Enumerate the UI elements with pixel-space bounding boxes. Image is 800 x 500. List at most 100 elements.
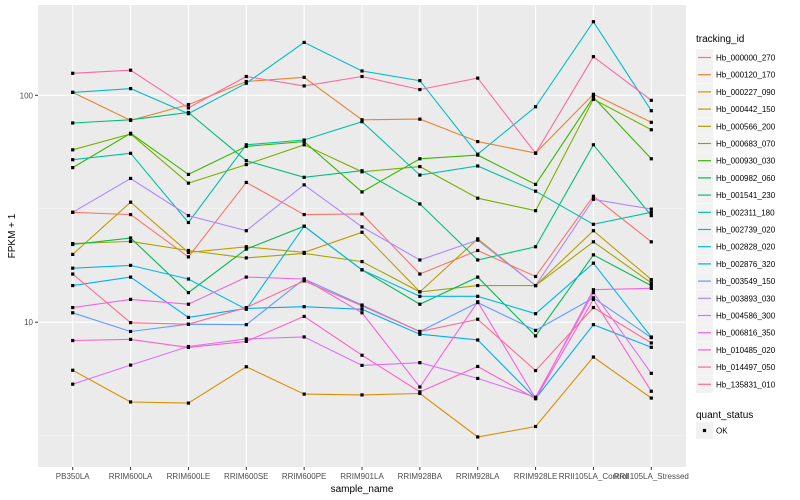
y-axis-title: FPKM + 1 [7, 213, 18, 258]
x-tick-label: RRII105LA_Control [559, 472, 629, 481]
legend-label: Hb_014497_050 [716, 363, 776, 372]
data-point-Hb_010485_020 [360, 353, 364, 357]
data-point-Hb_135831_010 [244, 305, 248, 310]
data-point-Hb_001541_230 [533, 245, 538, 249]
data-point-Hb_014497_050 [418, 87, 422, 92]
data-point-Hb_001541_230 [418, 202, 422, 206]
data-point-Hb_000566_200 [591, 240, 596, 244]
data-point-Hb_002739_020 [360, 69, 364, 73]
legend-label: Hb_000982_060 [716, 174, 776, 183]
data-point-Hb_002876_320 [302, 305, 306, 309]
legend-label: Hb_003893_030 [716, 294, 776, 303]
data-point-Hb_002311_180 [418, 173, 422, 177]
data-point-Hb_135831_010 [476, 317, 480, 321]
data-point-Hb_000930_030 [533, 182, 538, 186]
data-point-Hb_002739_020 [649, 109, 653, 113]
x-tick-label: RRIM901LA [340, 472, 384, 481]
data-point-Hb_002876_320 [418, 332, 422, 336]
data-point-Hb_000227_090 [649, 396, 653, 400]
data-point-Hb_000683_070 [302, 143, 306, 147]
data-point-Hb_006816_350 [244, 275, 248, 279]
point-legend-key [702, 428, 707, 433]
data-point-Hb_002828_020 [591, 261, 596, 265]
data-point-Hb_000930_030 [649, 157, 653, 161]
data-point-Hb_001541_230 [360, 169, 364, 173]
data-point-Hb_002876_320 [649, 345, 653, 349]
data-point-Hb_010485_020 [302, 314, 306, 319]
data-point-Hb_000000_270 [186, 255, 191, 259]
data-point-Hb_006816_350 [476, 300, 480, 304]
data-point-Hb_003893_030 [649, 207, 653, 211]
data-point-Hb_002828_020 [476, 294, 480, 298]
data-point-Hb_135831_010 [186, 322, 191, 326]
data-point-Hb_001541_230 [649, 213, 653, 218]
data-point-Hb_000120_170 [591, 92, 596, 96]
data-point-Hb_135831_010 [591, 305, 596, 310]
data-point-Hb_002311_180 [302, 138, 306, 142]
data-point-Hb_000982_060 [71, 242, 75, 247]
legend-label: Hb_003549_150 [716, 277, 776, 286]
data-point-Hb_004586_300 [244, 337, 248, 341]
data-point-Hb_000227_090 [128, 400, 133, 404]
data-point-Hb_000982_060 [418, 302, 422, 306]
data-point-Hb_000227_090 [476, 435, 480, 439]
data-point-Hb_000566_200 [649, 281, 653, 285]
data-point-Hb_002828_020 [418, 294, 422, 298]
data-point-Hb_014497_050 [649, 98, 653, 102]
data-point-Hb_002739_020 [591, 20, 596, 24]
data-point-Hb_000227_090 [360, 393, 364, 397]
data-point-Hb_002739_020 [533, 105, 538, 109]
data-point-Hb_000120_170 [360, 118, 364, 122]
data-point-Hb_010485_020 [476, 364, 480, 369]
x-tick-label: RRIM928LA [456, 472, 500, 481]
data-point-Hb_000566_200 [476, 283, 480, 288]
data-point-Hb_003549_150 [71, 311, 75, 315]
data-point-Hb_000000_270 [476, 248, 480, 253]
data-point-Hb_004586_300 [360, 363, 364, 367]
x-tick-label: RRIM600LE [167, 472, 211, 481]
data-point-Hb_000227_090 [186, 401, 191, 405]
data-point-Hb_000982_060 [128, 236, 133, 240]
data-point-Hb_135831_010 [128, 321, 133, 325]
x-tick-label: RRII105LA_Stressed [614, 472, 689, 481]
data-point-Hb_004586_300 [591, 291, 596, 295]
data-point-Hb_010485_020 [128, 337, 133, 341]
data-point-Hb_000683_070 [476, 196, 480, 200]
data-point-Hb_014497_050 [128, 68, 133, 72]
data-point-Hb_000000_270 [302, 212, 306, 217]
data-point-Hb_001541_230 [71, 121, 75, 125]
data-point-Hb_000982_060 [476, 275, 480, 279]
data-point-Hb_002739_020 [302, 40, 306, 45]
data-point-Hb_010485_020 [71, 338, 75, 343]
data-point-Hb_002311_180 [71, 158, 75, 162]
data-point-Hb_002739_020 [71, 90, 75, 94]
data-point-Hb_000566_200 [360, 259, 364, 264]
legend-label: Hb_000683_070 [716, 140, 776, 149]
legend-label: Hb_002828_020 [716, 243, 776, 252]
data-point-Hb_002828_020 [186, 277, 191, 281]
data-point-Hb_002876_320 [71, 283, 75, 288]
data-point-Hb_014497_050 [302, 84, 306, 88]
data-point-Hb_000120_170 [418, 117, 422, 121]
data-point-Hb_000000_270 [128, 212, 133, 217]
point-legend-label: OK [716, 427, 728, 436]
data-point-Hb_000120_170 [649, 120, 653, 124]
data-point-Hb_000982_060 [533, 334, 538, 338]
data-point-Hb_001541_230 [244, 159, 248, 163]
y-tick-label: 10 [24, 318, 33, 327]
data-point-Hb_003893_030 [591, 197, 596, 201]
data-point-Hb_003893_030 [128, 176, 133, 181]
data-point-Hb_000930_030 [360, 190, 364, 194]
data-point-Hb_000683_070 [186, 181, 191, 185]
data-point-Hb_003893_030 [71, 210, 75, 214]
x-axis-title: sample_name [331, 484, 394, 495]
data-point-Hb_002311_180 [649, 210, 653, 214]
legend-label: Hb_000442_150 [716, 105, 776, 114]
legend-label: Hb_000930_030 [716, 157, 776, 166]
data-point-Hb_000120_170 [244, 79, 248, 84]
data-point-Hb_002876_320 [128, 275, 133, 279]
data-point-Hb_000000_270 [360, 212, 364, 216]
data-point-Hb_003549_150 [244, 323, 248, 327]
data-point-Hb_006816_350 [360, 311, 364, 315]
